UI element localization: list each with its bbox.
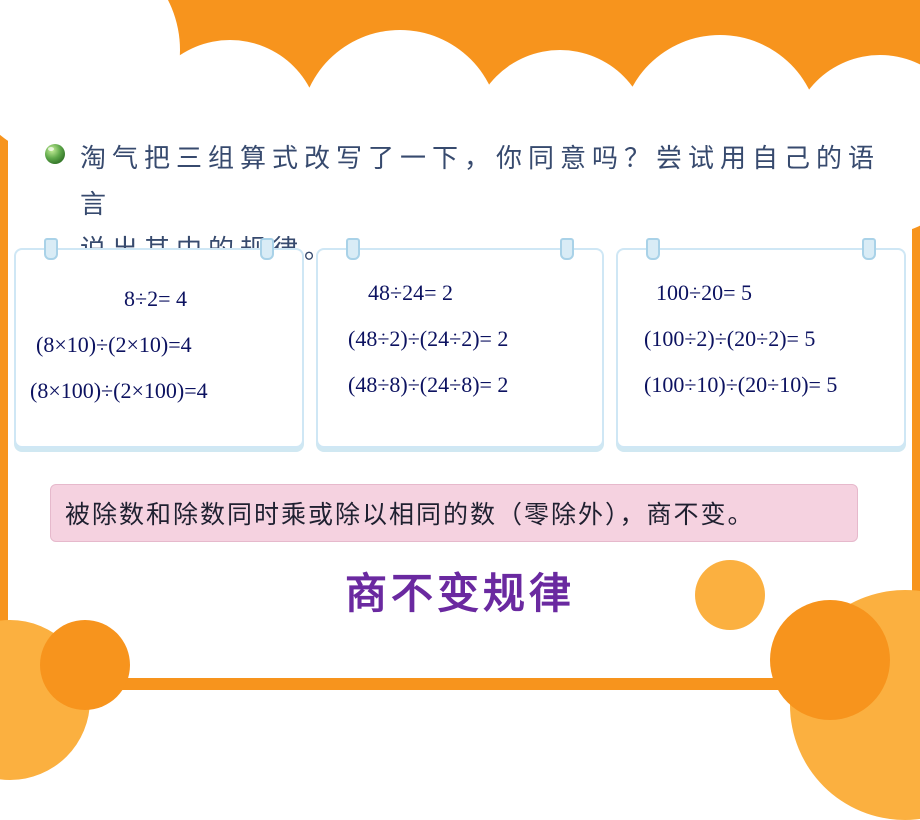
- card-clip-icon: [646, 238, 660, 260]
- equation-line: (8×10)÷(2×10)=4: [36, 332, 192, 358]
- equation-line: 100÷20= 5: [656, 280, 752, 306]
- rule-summary-box: 被除数和除数同时乘或除以相同的数（零除外），商不变。: [50, 484, 858, 542]
- rule-summary-text: 被除数和除数同时乘或除以相同的数（零除外），商不变。: [65, 502, 755, 529]
- card-clip-icon: [44, 238, 58, 260]
- green-bullet-icon: [44, 143, 66, 165]
- equation-line: (8×100)÷(2×100)=4: [30, 378, 208, 404]
- card-clip-icon: [260, 238, 274, 260]
- equation-line: 8÷2= 4: [124, 286, 187, 312]
- card-clip-icon: [560, 238, 574, 260]
- equation-line: (100÷2)÷(20÷2)= 5: [644, 326, 815, 352]
- prompt-line: 淘气把三组算式改写了一下，你同意吗？尝试用自己的语言: [80, 144, 880, 219]
- note-cards-row: 8÷2= 4 (8×10)÷(2×10)=4 (8×100)÷(2×100)=4…: [14, 248, 906, 448]
- note-card: 48÷24= 2 (48÷2)÷(24÷2)= 2 (48÷8)÷(24÷8)=…: [316, 248, 604, 448]
- corner-blob: [40, 620, 130, 710]
- card-clip-icon: [862, 238, 876, 260]
- equation-line: (100÷10)÷(20÷10)= 5: [644, 372, 837, 398]
- equation-line: (48÷8)÷(24÷8)= 2: [348, 372, 508, 398]
- card-clip-icon: [346, 238, 360, 260]
- rule-title: 商不变规律: [0, 560, 920, 621]
- note-card: 8÷2= 4 (8×10)÷(2×10)=4 (8×100)÷(2×100)=4: [14, 248, 304, 448]
- equation-line: 48÷24= 2: [368, 280, 453, 306]
- equation-line: (48÷2)÷(24÷2)= 2: [348, 326, 508, 352]
- note-card: 100÷20= 5 (100÷2)÷(20÷2)= 5 (100÷10)÷(20…: [616, 248, 906, 448]
